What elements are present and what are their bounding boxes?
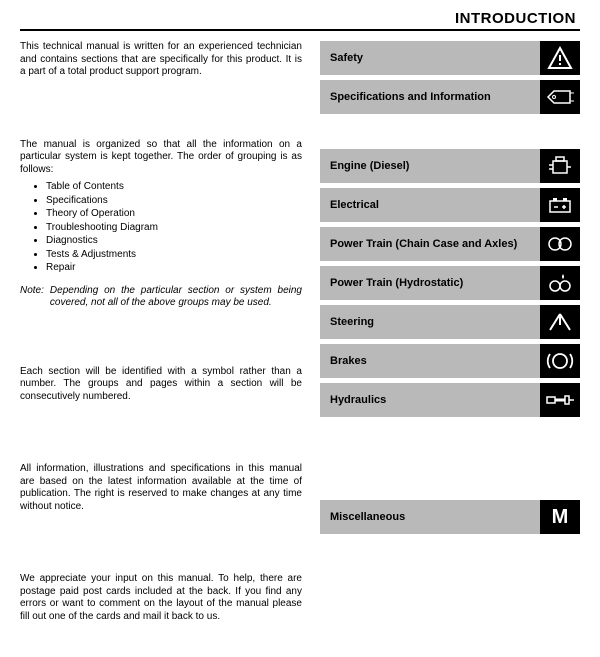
tab-electrical: Electrical bbox=[320, 188, 580, 222]
intro-para-3: Each section will be identified with a s… bbox=[20, 366, 302, 404]
engine-icon bbox=[540, 149, 580, 183]
note-label: Note: bbox=[20, 285, 44, 310]
tab-label-text: Power Train (Chain Case and Axles) bbox=[330, 238, 517, 250]
tab-label: Specifications and Information bbox=[320, 80, 540, 114]
spacer bbox=[20, 93, 302, 139]
note: Note: Depending on the particular sectio… bbox=[20, 285, 302, 310]
tab-engine: Engine (Diesel) bbox=[320, 149, 580, 183]
tab-label: Brakes bbox=[320, 344, 540, 378]
hydraulic-icon bbox=[540, 383, 580, 417]
columns: This technical manual is written for an … bbox=[20, 41, 580, 637]
tab-label: Safety bbox=[320, 41, 540, 75]
tab-label: Hydraulics bbox=[320, 383, 540, 417]
list-item: Diagnostics bbox=[46, 234, 302, 248]
list-item: Table of Contents bbox=[46, 180, 302, 194]
tab-label: Miscellaneous bbox=[320, 500, 540, 534]
list-item: Theory of Operation bbox=[46, 207, 302, 221]
tab-label: Power Train (Chain Case and Axles) bbox=[320, 227, 540, 261]
brake-icon bbox=[540, 344, 580, 378]
tab-miscellaneous: Miscellaneous M bbox=[320, 500, 580, 534]
page: INTRODUCTION This technical manual is wr… bbox=[0, 0, 600, 657]
spacer bbox=[320, 482, 580, 500]
spacer bbox=[20, 320, 302, 366]
left-column: This technical manual is written for an … bbox=[20, 41, 302, 637]
spacer bbox=[20, 527, 302, 573]
battery-icon bbox=[540, 188, 580, 222]
page-title: INTRODUCTION bbox=[20, 10, 580, 27]
tab-label: Steering bbox=[320, 305, 540, 339]
tab-brakes: Brakes bbox=[320, 344, 580, 378]
gears-icon bbox=[540, 227, 580, 261]
spacer bbox=[20, 417, 302, 463]
tag-icon bbox=[540, 80, 580, 114]
steering-icon bbox=[540, 305, 580, 339]
tab-label: Power Train (Hydrostatic) bbox=[320, 266, 540, 300]
tab-safety: Safety bbox=[320, 41, 580, 75]
intro-para-5: We appreciate your input on this manual.… bbox=[20, 573, 302, 623]
letter-m: M bbox=[552, 506, 569, 529]
warning-icon bbox=[540, 41, 580, 75]
spacer bbox=[320, 422, 580, 482]
note-body: Depending on the particular section or s… bbox=[50, 285, 302, 310]
list-item: Troubleshooting Diagram bbox=[46, 221, 302, 235]
letter-m-icon: M bbox=[540, 500, 580, 534]
tab-label-text: Specifications and Information bbox=[330, 91, 491, 103]
tab-powertrain-hydro: Power Train (Hydrostatic) bbox=[320, 266, 580, 300]
tab-specifications: Specifications and Information bbox=[320, 80, 580, 114]
intro-para-2: The manual is organized so that all the … bbox=[20, 139, 302, 177]
list-item: Repair bbox=[46, 261, 302, 275]
spacer bbox=[320, 119, 580, 149]
header-rule bbox=[20, 29, 580, 31]
tab-label: Engine (Diesel) bbox=[320, 149, 540, 183]
list-item: Specifications bbox=[46, 194, 302, 208]
right-column: Safety Specifications and Information bbox=[320, 41, 580, 637]
hydro-icon bbox=[540, 266, 580, 300]
grouping-list: Table of Contents Specifications Theory … bbox=[20, 180, 302, 275]
intro-para-4: All information, illustrations and speci… bbox=[20, 463, 302, 513]
tab-powertrain-chain: Power Train (Chain Case and Axles) bbox=[320, 227, 580, 261]
tab-steering: Steering bbox=[320, 305, 580, 339]
tab-label-text: Power Train (Hydrostatic) bbox=[330, 277, 463, 289]
tab-label: Electrical bbox=[320, 188, 540, 222]
tab-hydraulics: Hydraulics bbox=[320, 383, 580, 417]
intro-para-1: This technical manual is written for an … bbox=[20, 41, 302, 79]
list-item: Tests & Adjustments bbox=[46, 248, 302, 262]
